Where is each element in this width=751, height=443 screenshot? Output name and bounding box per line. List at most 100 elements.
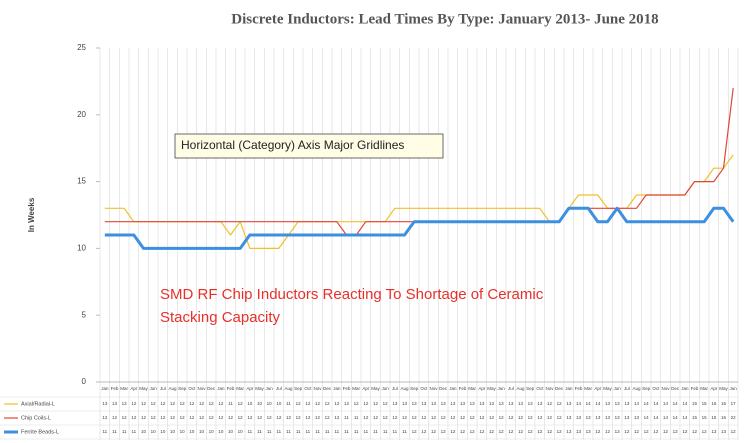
table-value: 12 bbox=[402, 415, 408, 420]
table-value: 13 bbox=[576, 415, 582, 420]
x-tick-label: Aug bbox=[632, 386, 641, 391]
table-value: 12 bbox=[470, 415, 476, 420]
table-value: 11 bbox=[102, 429, 107, 434]
table-value: 13 bbox=[566, 429, 572, 434]
table-value: 13 bbox=[460, 401, 466, 406]
table-value: 14 bbox=[682, 401, 688, 406]
table-value: 12 bbox=[537, 415, 543, 420]
table-value: 12 bbox=[170, 401, 176, 406]
x-tick-label: Oct bbox=[304, 386, 312, 391]
table-value: 13 bbox=[566, 401, 572, 406]
table-value: 15 bbox=[692, 415, 698, 420]
table-value: 12 bbox=[470, 429, 476, 434]
table-value: 12 bbox=[392, 415, 398, 420]
x-tick-label: Oct bbox=[536, 386, 544, 391]
table-value: 12 bbox=[199, 401, 205, 406]
table-value: 13 bbox=[624, 415, 630, 420]
x-tick-label: Oct bbox=[652, 386, 660, 391]
table-value: 12 bbox=[450, 429, 456, 434]
x-tick-label: Apr bbox=[594, 386, 602, 391]
table-value: 12 bbox=[131, 415, 137, 420]
table-value: 13 bbox=[537, 401, 543, 406]
table-value: 11 bbox=[305, 429, 310, 434]
table-value: 12 bbox=[673, 429, 679, 434]
table-value: 10 bbox=[199, 429, 205, 434]
table-value: 13 bbox=[508, 401, 514, 406]
table-value: 11 bbox=[354, 415, 359, 420]
table-value: 12 bbox=[334, 415, 340, 420]
table-value: 10 bbox=[151, 429, 157, 434]
x-tick-label: Jul bbox=[624, 386, 630, 391]
table-value: 12 bbox=[489, 429, 495, 434]
table-value: 11 bbox=[354, 429, 359, 434]
table-value: 12 bbox=[431, 429, 437, 434]
table-value: 11 bbox=[286, 401, 291, 406]
table-value: 17 bbox=[731, 401, 737, 406]
table-value: 11 bbox=[131, 429, 136, 434]
table-value: 16 bbox=[721, 415, 727, 420]
x-tick-label: Apr bbox=[130, 386, 138, 391]
x-tick-label: Mar bbox=[468, 386, 476, 391]
x-tick-label: Jun bbox=[614, 386, 622, 391]
x-tick-label: Jan bbox=[333, 386, 341, 391]
x-tick-label: Jan bbox=[681, 386, 689, 391]
table-value: 10 bbox=[267, 401, 273, 406]
table-value: 13 bbox=[576, 429, 582, 434]
table-value: 12 bbox=[334, 401, 340, 406]
table-value: 12 bbox=[141, 401, 147, 406]
table-value: 12 bbox=[528, 415, 534, 420]
x-tick-label: Apr bbox=[246, 386, 254, 391]
table-value: 12 bbox=[644, 429, 650, 434]
table-value: 12 bbox=[315, 415, 321, 420]
table-value: 12 bbox=[595, 429, 601, 434]
table-value: 12 bbox=[547, 429, 553, 434]
table-value: 14 bbox=[673, 401, 679, 406]
x-tick-label: Jul bbox=[392, 386, 398, 391]
table-value: 13 bbox=[615, 429, 621, 434]
table-value: 12 bbox=[547, 401, 553, 406]
table-value: 10 bbox=[257, 401, 263, 406]
table-value: 12 bbox=[160, 415, 166, 420]
x-tick-label: Feb bbox=[343, 386, 351, 391]
table-value: 12 bbox=[276, 415, 282, 420]
x-tick-label: Feb bbox=[227, 386, 235, 391]
table-value: 11 bbox=[392, 429, 397, 434]
x-tick-label: Sep bbox=[410, 386, 419, 391]
tooltip-box bbox=[174, 133, 444, 159]
table-value: 12 bbox=[151, 401, 157, 406]
table-value: 12 bbox=[421, 415, 427, 420]
x-tick-label: May bbox=[139, 386, 148, 391]
table-value: 12 bbox=[151, 415, 157, 420]
table-value: 12 bbox=[286, 415, 292, 420]
x-tick-label: Dec bbox=[439, 386, 448, 391]
table-value: 11 bbox=[363, 429, 368, 434]
table-value: 12 bbox=[547, 415, 553, 420]
table-value: 12 bbox=[102, 415, 108, 420]
table-value: 12 bbox=[412, 429, 418, 434]
table-value: 12 bbox=[557, 401, 563, 406]
table-value: 12 bbox=[682, 429, 688, 434]
table-value: 14 bbox=[682, 415, 688, 420]
table-value: 12 bbox=[354, 401, 360, 406]
table-value: 12 bbox=[489, 415, 495, 420]
table-value: 11 bbox=[276, 429, 281, 434]
table-value: 10 bbox=[238, 429, 244, 434]
x-tick-label: May bbox=[487, 386, 496, 391]
table-value: 10 bbox=[170, 429, 176, 434]
table-value: 16 bbox=[721, 401, 727, 406]
x-tick-label: May bbox=[603, 386, 612, 391]
plot bbox=[104, 88, 735, 250]
x-tick-label: Dec bbox=[555, 386, 564, 391]
table-value: 14 bbox=[673, 415, 679, 420]
x-tick-label: Jan bbox=[217, 386, 225, 391]
tooltip: Horizontal (Category) Axis Major Gridlin… bbox=[181, 138, 404, 152]
table-value: 13 bbox=[615, 401, 621, 406]
table-value: 12 bbox=[180, 401, 186, 406]
y-tick-label: 10 bbox=[77, 244, 86, 253]
table-value: 13 bbox=[605, 415, 611, 420]
x-tick-label: Nov bbox=[661, 386, 670, 391]
table-value: 11 bbox=[402, 429, 407, 434]
